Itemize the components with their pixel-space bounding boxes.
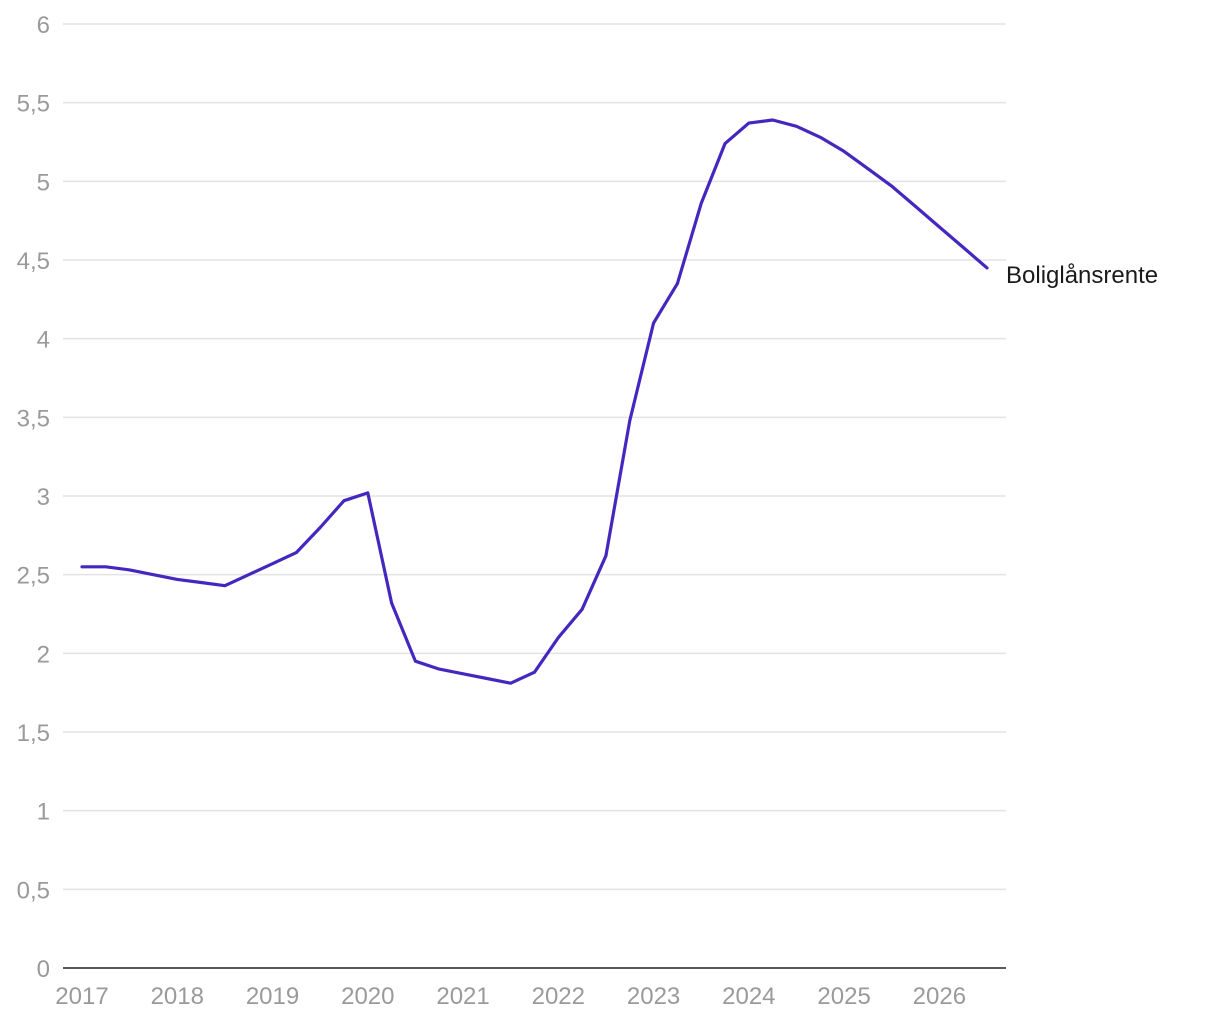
x-tick-label: 2021 [436,983,489,1010]
gridlines [63,23,1006,891]
y-axis-tick-labels: 0 0,5 1 1,5 2 2,5 3 3,5 4 4,5 5 5,5 6 [17,12,50,983]
series-line-boliglansrente [80,118,989,685]
x-tick-label: 2022 [532,983,585,1010]
x-tick-label: 2024 [722,983,775,1010]
x-tick-label: 2025 [817,983,870,1010]
y-tick-label: 2,5 [17,563,50,590]
x-tick-label: 2017 [55,983,108,1010]
x-tick-label: 2023 [627,983,680,1010]
y-tick-label: 4 [37,327,50,354]
x-tick-label: 2018 [151,983,204,1010]
series-group: Boliglånsrente [80,118,1158,685]
x-tick-label: 2026 [913,983,966,1010]
x-tick-label: 2019 [246,983,299,1010]
y-tick-label: 3,5 [17,405,50,432]
y-tick-label: 4,5 [17,248,50,275]
y-tick-label: 6 [37,12,50,39]
series-label: Boliglånsrente [1006,262,1158,289]
y-tick-label: 1,5 [17,720,50,747]
y-tick-label: 2 [37,641,50,668]
y-tick-label: 5 [37,169,50,196]
y-tick-label: 0 [37,956,50,983]
y-tick-label: 0,5 [17,877,50,904]
y-tick-label: 3 [37,484,50,511]
x-axis-tick-labels: 2017 2018 2019 2020 2021 2022 2023 2024 2025 2026 [55,983,966,1010]
y-tick-label: 1 [37,799,50,826]
x-tick-label: 2020 [341,983,394,1010]
y-tick-label: 5,5 [17,91,50,118]
